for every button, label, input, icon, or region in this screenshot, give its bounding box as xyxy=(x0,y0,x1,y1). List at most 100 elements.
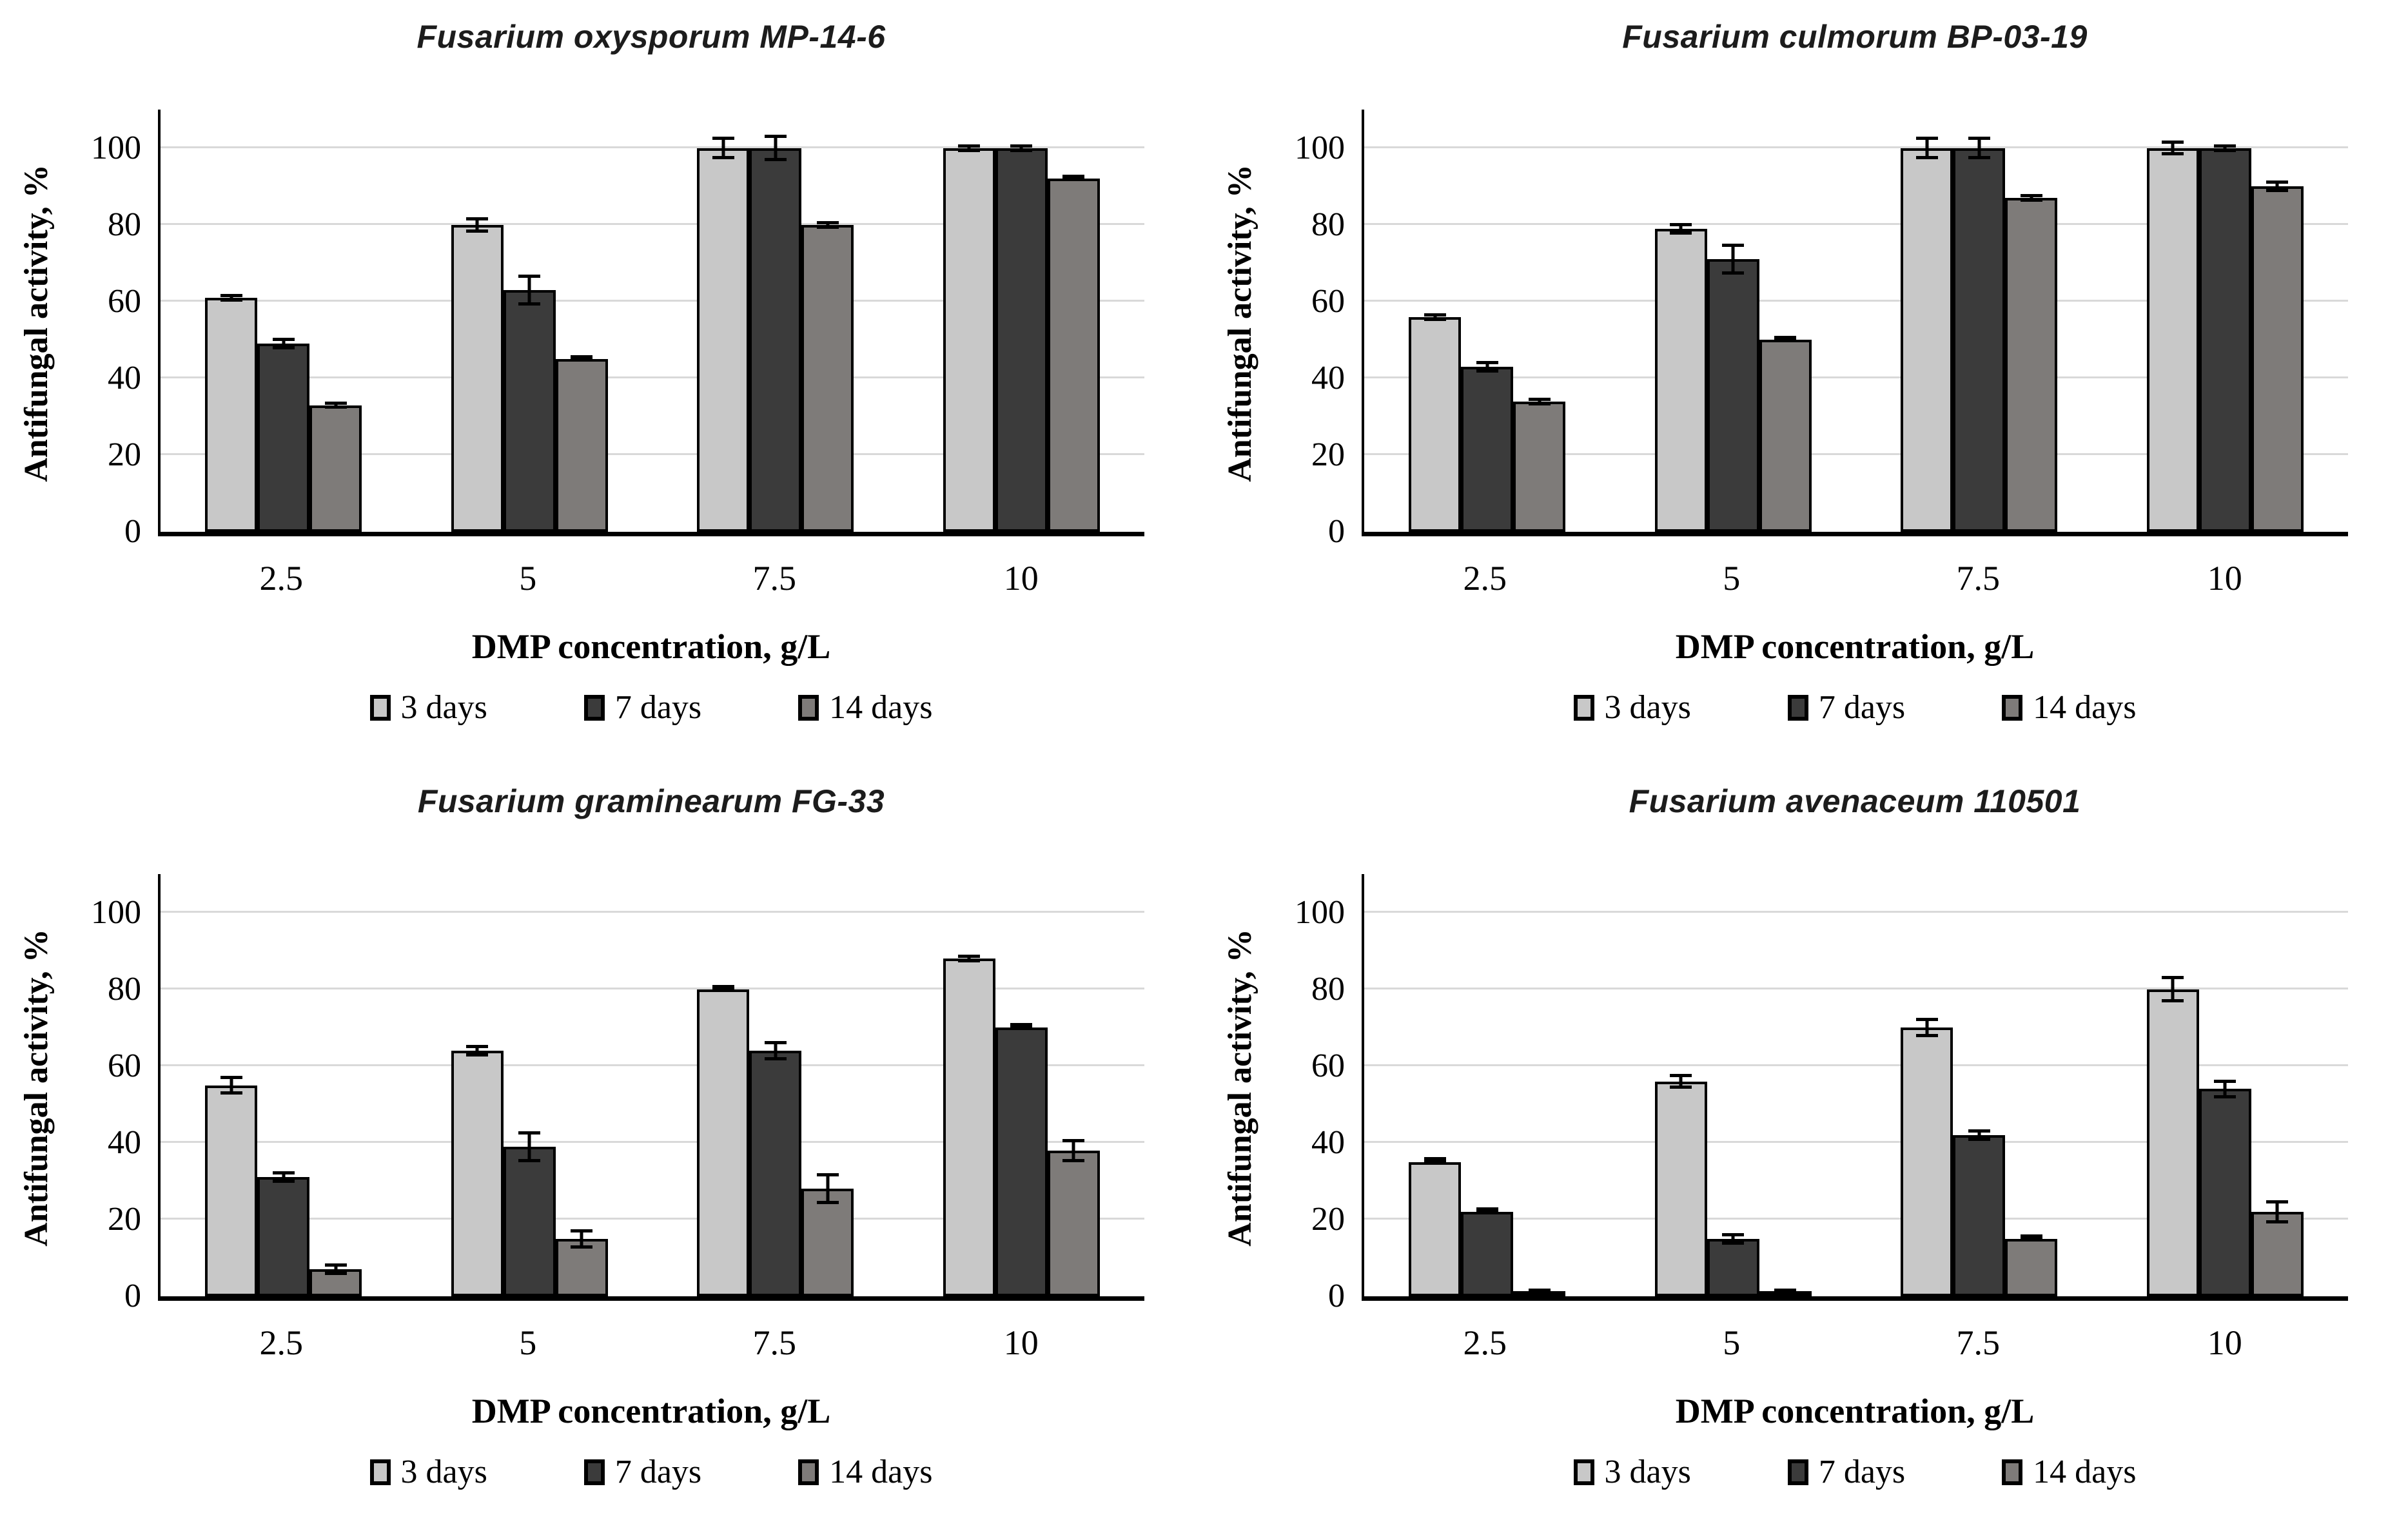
gridline xyxy=(161,1064,1144,1066)
bar xyxy=(503,1146,556,1296)
y-tick-label: 0 xyxy=(124,1278,141,1314)
plot-area: 0 20 40 60 80 100 xyxy=(91,874,1144,1313)
error-bar xyxy=(2266,180,2289,193)
y-tick-label: 20 xyxy=(108,1200,141,1238)
legend-label: 7 days xyxy=(614,1454,702,1490)
error-bar xyxy=(1968,136,1990,160)
bar xyxy=(451,224,504,532)
legend-item: 3 days xyxy=(369,688,487,726)
bar xyxy=(697,148,750,532)
legend-item: 3 days xyxy=(1573,688,1691,726)
bar xyxy=(451,1050,504,1296)
gridline xyxy=(161,299,1144,302)
y-axis-label: Antifungal activity, % xyxy=(9,874,63,1301)
error-bar xyxy=(2162,140,2184,156)
legend-label: 3 days xyxy=(400,689,487,726)
bar xyxy=(205,297,258,532)
gridline xyxy=(161,146,1144,148)
error-bar xyxy=(816,1173,839,1205)
x-tick-labels: 2.5 5 7.5 10 xyxy=(1362,558,2348,598)
gridline xyxy=(1364,910,2348,913)
error-bar xyxy=(764,134,787,162)
bar xyxy=(2251,1212,2304,1296)
legend-item: 7 days xyxy=(1787,688,1905,726)
y-tick-label: 100 xyxy=(1295,893,1345,931)
bar xyxy=(1654,228,1707,532)
bar xyxy=(2005,1238,2058,1296)
bar xyxy=(2146,148,2199,532)
chart-panel-oxysporum: Fusarium oxysporum MP-14-6 Antifungal ac… xyxy=(0,0,1204,764)
y-tick-label: 0 xyxy=(1328,513,1345,550)
error-bar xyxy=(1062,175,1085,182)
x-tick-label: 7.5 xyxy=(752,1323,797,1362)
y-tick-label: 0 xyxy=(1328,1278,1345,1314)
bar xyxy=(749,1050,802,1296)
legend-swatch xyxy=(583,1459,605,1485)
error-bar xyxy=(1915,136,1938,160)
bar xyxy=(257,1177,310,1296)
y-tick-label: 100 xyxy=(91,129,141,166)
bar xyxy=(801,1189,854,1296)
legend-swatch xyxy=(369,694,391,721)
plot-area: 0 20 40 60 80 100 xyxy=(1295,874,2348,1313)
legend-label: 3 days xyxy=(1604,1454,1691,1490)
legend-item: 14 days xyxy=(2002,1453,2136,1491)
x-axis-label: DMP concentration, g/L xyxy=(1675,1392,2035,1430)
error-bar xyxy=(2020,1234,2042,1241)
x-tick-label: 10 xyxy=(2207,1323,2242,1362)
legend-label: 14 days xyxy=(2033,689,2137,726)
x-tick-label: 2.5 xyxy=(259,559,304,598)
legend-item: 3 days xyxy=(369,1453,487,1491)
plot-area: 0 20 40 60 80 100 xyxy=(91,110,1144,549)
error-bar xyxy=(272,1171,295,1183)
error-bar xyxy=(1424,313,1446,321)
chart-title: Fusarium avenaceum 110501 xyxy=(1629,783,2081,819)
x-tick-label: 10 xyxy=(1003,559,1039,598)
bar xyxy=(1513,401,1566,532)
legend: 3 days 7 days 14 days xyxy=(1362,1453,2348,1491)
gridline xyxy=(1364,1217,2348,1220)
y-tick-label: 80 xyxy=(108,970,141,1008)
y-tick-label: 60 xyxy=(1311,282,1345,320)
y-tick-label: 0 xyxy=(124,513,141,550)
legend-item: 3 days xyxy=(1573,1453,1691,1491)
bar xyxy=(555,359,608,532)
error-bar xyxy=(1722,1232,1745,1245)
bar xyxy=(1047,179,1100,532)
gridline xyxy=(1364,146,2348,148)
y-tick-label: 40 xyxy=(108,359,141,396)
legend-swatch xyxy=(1573,1459,1594,1485)
bar xyxy=(943,148,995,532)
bar xyxy=(257,344,310,532)
bar xyxy=(205,1085,258,1296)
bar xyxy=(995,148,1048,532)
bar xyxy=(1409,317,1462,532)
error-bar xyxy=(571,355,593,362)
legend-swatch xyxy=(1573,694,1594,721)
y-tick-label: 20 xyxy=(1311,1200,1345,1238)
gridline xyxy=(161,987,1144,989)
error-bar xyxy=(1915,1018,1938,1038)
error-bar xyxy=(712,984,734,991)
error-bar xyxy=(2020,194,2042,202)
legend-swatch xyxy=(583,694,605,721)
gridline xyxy=(1364,299,2348,302)
legend-item: 7 days xyxy=(583,688,701,726)
error-bar xyxy=(272,338,295,350)
bar xyxy=(1707,1238,1759,1296)
error-bar xyxy=(324,401,347,409)
error-bar xyxy=(466,217,489,233)
y-axis-label: Antifungal activity, % xyxy=(9,110,63,536)
x-tick-label: 7.5 xyxy=(1956,559,2001,598)
bar xyxy=(1953,148,2006,532)
y-tick-label: 60 xyxy=(108,282,141,320)
error-bar xyxy=(1670,1073,1692,1089)
y-tick-label: 100 xyxy=(1295,129,1345,166)
x-tick-label: 10 xyxy=(1003,1323,1039,1362)
bar xyxy=(2251,186,2304,532)
gridline xyxy=(161,1140,1144,1143)
legend-label: 14 days xyxy=(829,689,933,726)
error-bar xyxy=(2162,975,2184,1003)
x-tick-label: 5 xyxy=(519,1323,537,1362)
